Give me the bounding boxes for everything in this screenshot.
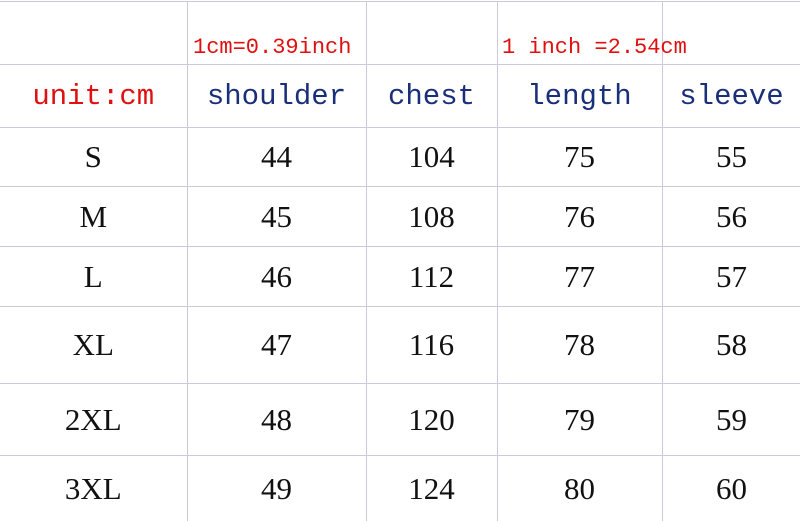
- size-cell: S: [0, 127, 188, 187]
- empty-cell: [0, 1, 188, 65]
- table-row: 2XL 48 120 79 59: [0, 383, 800, 456]
- measurement-cell: 116: [365, 306, 498, 384]
- header-sleeve: sleeve: [661, 64, 800, 128]
- measurement-cell: 80: [496, 455, 663, 521]
- measurement-cell: 76: [496, 186, 663, 247]
- size-cell: 3XL: [0, 455, 188, 521]
- size-cell: M: [0, 186, 188, 247]
- measurement-cell: 59: [661, 383, 800, 456]
- measurement-cell: 58: [661, 306, 800, 384]
- cm-to-inch-note: 1cm=0.39inch: [193, 35, 352, 60]
- measurement-cell: 56: [661, 186, 800, 247]
- measurement-cell: 45: [186, 186, 367, 247]
- header-chest: chest: [365, 64, 498, 128]
- measurement-cell: 48: [186, 383, 367, 456]
- measurement-cell: 55: [661, 127, 800, 187]
- measurement-cell: 44: [186, 127, 367, 187]
- measurement-cell: 124: [365, 455, 498, 521]
- empty-cell: [365, 1, 498, 65]
- table-row: S 44 104 75 55: [0, 127, 800, 187]
- table-row: M 45 108 76 56: [0, 186, 800, 247]
- inch-to-cm-note: 1 inch =2.54cm: [502, 35, 687, 60]
- empty-cell: [186, 1, 367, 65]
- measurement-cell: 57: [661, 246, 800, 307]
- table-row: L 46 112 77 57: [0, 246, 800, 307]
- size-cell: L: [0, 246, 188, 307]
- measurement-cell: 78: [496, 306, 663, 384]
- measurement-cell: 120: [365, 383, 498, 456]
- header-row: unit:cm shoulder chest length sleeve: [0, 64, 800, 128]
- measurement-cell: 108: [365, 186, 498, 247]
- measurement-cell: 47: [186, 306, 367, 384]
- header-shoulder: shoulder: [186, 64, 367, 128]
- measurement-cell: 104: [365, 127, 498, 187]
- measurement-cell: 46: [186, 246, 367, 307]
- measurement-cell: 112: [365, 246, 498, 307]
- measurement-cell: 79: [496, 383, 663, 456]
- measurement-cell: 77: [496, 246, 663, 307]
- header-length: length: [496, 64, 663, 128]
- table-row: 3XL 49 124 80 60: [0, 455, 800, 521]
- size-cell: 2XL: [0, 383, 188, 456]
- measurement-cell: 49: [186, 455, 367, 521]
- size-cell: XL: [0, 306, 188, 384]
- measurement-cell: 75: [496, 127, 663, 187]
- table-row: XL 47 116 78 58: [0, 306, 800, 384]
- measurement-cell: 60: [661, 455, 800, 521]
- unit-label: unit:cm: [0, 64, 188, 128]
